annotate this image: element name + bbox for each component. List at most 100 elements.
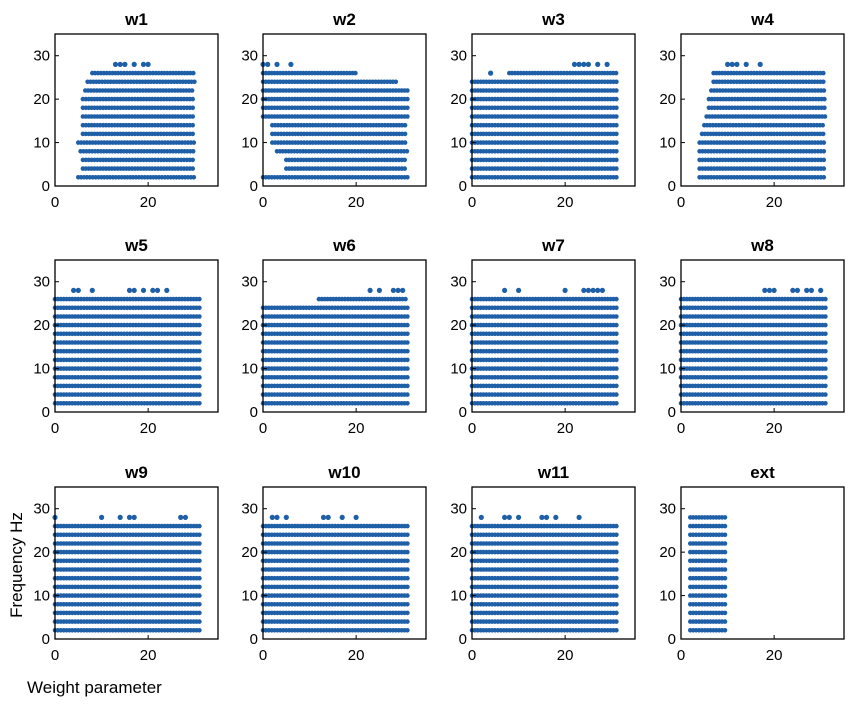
scatter-point <box>190 106 195 111</box>
scatter-point <box>368 288 373 293</box>
scatter-point <box>405 149 410 154</box>
scatter-point <box>405 384 410 389</box>
x-tick-label: 20 <box>140 194 157 211</box>
scatter-point <box>614 106 619 111</box>
panel-title: w4 <box>750 10 774 29</box>
scatter-point <box>403 140 408 145</box>
scatter-point <box>614 166 619 171</box>
scatter-point <box>734 62 739 67</box>
panel-title: w2 <box>332 10 356 29</box>
scatter-point <box>614 375 619 380</box>
scatter-point <box>820 123 825 128</box>
x-tick-label: 20 <box>348 194 365 211</box>
scatter-point <box>405 306 410 311</box>
scatter-point <box>127 288 132 293</box>
panel-title: w8 <box>750 236 774 255</box>
scatter-point <box>821 80 826 85</box>
scatter-point <box>402 166 407 171</box>
x-tick-label: 20 <box>557 194 574 211</box>
x-tick-label: 20 <box>766 194 783 211</box>
scatter-point <box>141 288 146 293</box>
scatter-point <box>822 175 827 180</box>
scatter-point <box>581 62 586 67</box>
x-tick-label: 0 <box>259 420 267 437</box>
scatter-point <box>197 401 202 406</box>
scatter-point <box>591 288 596 293</box>
scatter-point <box>377 288 382 293</box>
scatter-point <box>823 366 828 371</box>
y-tick-label: 0 <box>42 178 50 195</box>
scatter-point <box>122 62 127 67</box>
scatter-point <box>725 62 730 67</box>
y-tick-label: 0 <box>459 404 467 421</box>
scatter-point <box>502 288 507 293</box>
panel-title: w6 <box>332 236 356 255</box>
y-tick-label: 10 <box>33 135 50 152</box>
scatter-point <box>197 358 202 363</box>
scatter-point <box>581 288 586 293</box>
scatter-point <box>197 349 202 354</box>
scatter-point <box>197 375 202 380</box>
scatter-point <box>405 375 410 380</box>
data-points <box>76 62 197 180</box>
scatter-point <box>614 366 619 371</box>
scatter-point <box>823 323 828 328</box>
x-tick-label: 0 <box>468 420 476 437</box>
x-tick-label: 20 <box>557 420 574 437</box>
scatter-point <box>614 340 619 345</box>
scatter-point <box>823 114 828 119</box>
scatter-point <box>614 158 619 163</box>
scatter-point <box>605 62 610 67</box>
scatter-point <box>353 71 358 76</box>
scatter-point <box>396 288 401 293</box>
scatter-point <box>614 97 619 102</box>
scatter-point <box>614 123 619 128</box>
scatter-point <box>405 340 410 345</box>
scatter-point <box>572 62 577 67</box>
data-points <box>53 288 202 406</box>
scatter-point <box>405 88 410 93</box>
scatter-point <box>394 80 399 85</box>
y-tick-label: 0 <box>42 404 50 421</box>
scatter-point <box>132 62 137 67</box>
data-points <box>260 62 409 180</box>
scatter-point <box>405 175 410 180</box>
scatter-point <box>586 288 591 293</box>
panel-title: w1 <box>124 10 148 29</box>
scatter-point <box>822 97 827 102</box>
scatter-point <box>197 297 202 302</box>
scatter-point <box>405 106 410 111</box>
y-tick-label: 0 <box>459 178 467 195</box>
y-tick-label: 0 <box>668 178 676 195</box>
y-tick-label: 0 <box>250 404 258 421</box>
scatter-point <box>146 62 151 67</box>
scatter-point <box>823 401 828 406</box>
y-tick-label: 30 <box>450 48 467 65</box>
scatter-point <box>197 306 202 311</box>
y-tick-label: 10 <box>241 361 258 378</box>
scatter-point <box>192 175 197 180</box>
scatter-point <box>405 97 410 102</box>
y-tick-label: 30 <box>241 48 258 65</box>
scatter-point <box>730 62 735 67</box>
scatter-point <box>822 158 827 163</box>
scatter-point <box>403 123 408 128</box>
scatter-point <box>288 62 293 67</box>
scatter-point <box>190 97 195 102</box>
scatter-point <box>190 114 195 119</box>
scatter-point <box>197 340 202 345</box>
scatter-point <box>90 288 95 293</box>
scatter-point <box>197 314 202 319</box>
scatter-point <box>405 366 410 371</box>
scatter-point <box>614 297 619 302</box>
scatter-point <box>400 288 405 293</box>
scatter-point <box>614 392 619 397</box>
y-tick-label: 10 <box>33 361 50 378</box>
y-tick-label: 20 <box>33 91 50 108</box>
scatter-point <box>191 71 196 76</box>
scatter-point <box>405 401 410 406</box>
data-points <box>679 288 828 406</box>
